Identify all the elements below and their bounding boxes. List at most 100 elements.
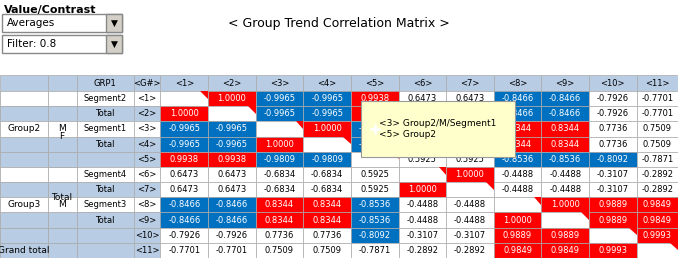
Bar [351,228,399,243]
Text: 1.0000: 1.0000 [503,215,532,224]
Text: M: M [58,124,66,133]
Text: Segment1: Segment1 [83,124,127,133]
Bar [47,91,77,106]
Bar [0,243,47,258]
Bar [256,182,303,197]
Bar [637,91,678,106]
Bar [494,136,541,152]
Text: 0.9993: 0.9993 [643,231,672,240]
Bar [541,228,589,243]
Bar [161,75,208,91]
Text: 1.0000: 1.0000 [551,200,580,209]
Text: Filter: 0.8: Filter: 0.8 [7,39,56,49]
Bar [303,228,351,243]
Text: 0.9938: 0.9938 [218,155,246,164]
Bar [0,212,47,228]
Bar [106,14,122,32]
Bar [77,75,134,91]
Text: 0.6473: 0.6473 [456,109,485,118]
Bar [106,35,122,53]
Text: -0.9965: -0.9965 [216,124,248,133]
Text: 0.6473: 0.6473 [170,185,199,194]
Bar [134,182,161,197]
Polygon shape [201,91,208,99]
Bar [77,182,134,197]
Text: Value/Contrast: Value/Contrast [4,5,96,15]
Text: -0.8536: -0.8536 [502,155,534,164]
Text: 0.8344: 0.8344 [503,140,532,149]
Text: <3>: <3> [138,124,157,133]
Text: Segment4: Segment4 [83,170,127,179]
Bar [161,182,208,197]
Bar [77,212,134,228]
Bar [47,243,77,258]
Text: -0.9965: -0.9965 [216,140,248,149]
Text: -0.9965: -0.9965 [264,94,296,103]
Bar [208,228,256,243]
Polygon shape [439,167,446,174]
Text: -0.7701: -0.7701 [641,94,673,103]
Text: <5>: <5> [365,78,384,87]
Text: 0.7736: 0.7736 [598,124,627,133]
Text: 1.0000: 1.0000 [170,109,199,118]
Bar [589,106,637,121]
Bar [637,121,678,136]
Bar [47,167,77,182]
Bar [351,106,399,121]
Bar [637,243,678,258]
Text: 0.8344: 0.8344 [265,215,294,224]
Text: 1.0000: 1.0000 [218,94,246,103]
Text: -0.9809: -0.9809 [264,155,296,164]
Text: 0.8344: 0.8344 [313,215,342,224]
Text: -0.8536: -0.8536 [359,215,391,224]
Text: <8>: <8> [508,78,527,87]
Bar [351,167,399,182]
Text: -0.6834: -0.6834 [263,170,296,179]
Bar [637,167,678,182]
Text: -0.6834: -0.6834 [406,140,439,149]
Text: -0.2892: -0.2892 [641,170,673,179]
Bar [351,182,399,197]
Text: 0.7736: 0.7736 [265,231,294,240]
Bar [637,106,678,121]
Text: 0.8344: 0.8344 [551,124,580,133]
Text: -0.4488: -0.4488 [406,215,439,224]
Bar [208,136,256,152]
Bar [161,228,208,243]
Text: <8>: <8> [138,200,157,209]
Bar [494,91,541,106]
Bar [208,106,256,121]
Bar [351,243,399,258]
Polygon shape [343,136,351,144]
Text: -0.8466: -0.8466 [168,215,201,224]
Text: 0.7736: 0.7736 [313,231,342,240]
Bar [0,228,47,243]
Bar [161,106,208,121]
Bar [399,136,446,152]
Bar [351,91,399,106]
Bar [161,136,208,152]
Text: <6>: <6> [138,170,157,179]
Text: -0.2892: -0.2892 [406,246,438,255]
Bar [446,212,494,228]
Bar [303,167,351,182]
Text: Averages: Averages [7,18,55,28]
Bar [134,228,161,243]
Bar [399,106,446,121]
Bar [161,212,208,228]
Text: -0.7701: -0.7701 [168,246,200,255]
Bar [0,136,47,152]
Bar [541,91,589,106]
Polygon shape [671,243,678,251]
Bar [494,243,541,258]
Text: -0.6834: -0.6834 [406,124,439,133]
Bar [0,197,47,212]
Bar [541,75,589,91]
Bar [351,152,399,167]
Bar [256,152,303,167]
Bar [637,136,678,152]
Text: -0.4488: -0.4488 [454,200,486,209]
Bar [47,212,77,228]
Bar [399,121,446,136]
Bar [256,136,303,152]
